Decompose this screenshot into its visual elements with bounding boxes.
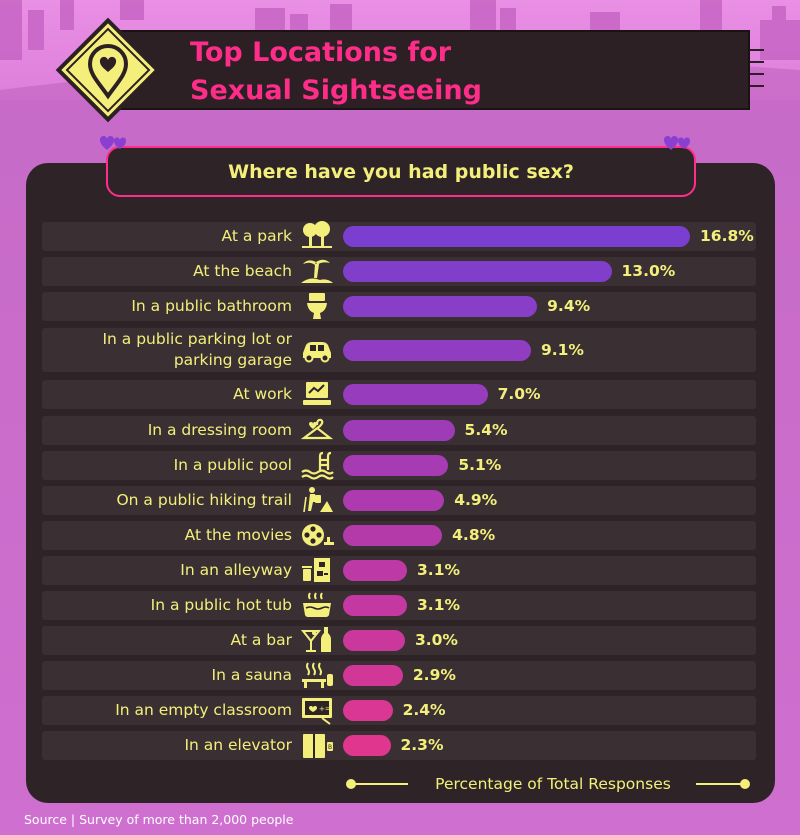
bar (343, 454, 449, 476)
sauna-icon (302, 662, 333, 688)
value-label: 3.1% (417, 595, 461, 614)
axis-line-right (696, 783, 742, 785)
trash-can-alley-icon (302, 558, 330, 582)
category-label-line: At a park (221, 226, 292, 245)
title-line-2: Sexual Sightseeing (190, 75, 482, 106)
axis-line-left-dot (346, 779, 356, 789)
svg-text:B: B (328, 744, 332, 751)
source-divider: | (70, 812, 76, 827)
hearts-right-icon (664, 136, 691, 150)
category-label-line: At a bar (230, 630, 292, 649)
category-label-line: parking garage (173, 351, 292, 369)
chart-row (42, 695, 756, 725)
category-label: In a sauna (212, 665, 292, 686)
bar (343, 629, 405, 651)
axis-title: Percentage of Total Responses (435, 775, 671, 793)
category-label-line: In a public parking lot or (102, 330, 292, 348)
category-label: At work (233, 384, 292, 405)
toilet-icon (307, 293, 327, 319)
chart-title-text: Where have you had public sex? (228, 160, 574, 183)
category-label: In a dressing room (148, 420, 292, 441)
bar (343, 559, 408, 581)
category-label: In an empty classroom (115, 700, 292, 721)
category-label: In a public hot tub (151, 595, 292, 616)
category-label-line: At work (233, 384, 292, 403)
bar (343, 260, 612, 282)
computer-icon (303, 382, 331, 405)
location-pin-sign-icon (55, 17, 161, 123)
bar (343, 734, 391, 756)
value-label: 13.0% (621, 261, 676, 280)
bar (343, 664, 403, 686)
category-label-line: In a public bathroom (131, 296, 292, 315)
source-text: Survey of more than 2,000 people (79, 812, 294, 827)
category-label-line: In an alleyway (180, 560, 292, 579)
bar (343, 225, 690, 247)
title-box (96, 30, 750, 110)
value-label: 3.0% (414, 630, 458, 649)
bar (343, 489, 445, 511)
category-label: In a public pool (174, 455, 292, 476)
chart-title: Where have you had public sex? (106, 146, 696, 197)
chalkboard-icon: += (302, 698, 332, 725)
category-label: At a bar (231, 630, 292, 651)
value-label: 9.1% (540, 340, 584, 359)
elevator-icon: B (303, 734, 333, 758)
car-icon (303, 342, 331, 363)
category-label: At the beach (193, 261, 292, 282)
source-note: Source | Survey of more than 2,000 peopl… (24, 812, 293, 828)
value-label: 4.8% (452, 525, 496, 544)
hearts-left-icon (100, 136, 127, 150)
film-reel-icon (302, 524, 334, 546)
palm-tree-beach-icon (301, 259, 333, 283)
category-label: At the movies (185, 525, 292, 546)
category-label: On a public hiking trail (116, 490, 292, 511)
category-label: In an alleyway (180, 560, 292, 581)
hot-tub-icon (303, 592, 331, 617)
title-line-1: Top Locations for (190, 37, 452, 68)
svg-text:+=: += (319, 705, 331, 713)
category-label-line: In an elevator (184, 735, 292, 754)
bar (343, 524, 443, 546)
value-label: 5.4% (464, 420, 508, 439)
value-label: 3.1% (417, 560, 461, 579)
bar (343, 295, 538, 317)
value-label: 9.4% (547, 296, 591, 315)
value-label: 5.1% (458, 455, 502, 474)
category-label-line: In a dressing room (147, 420, 292, 439)
category-label-line: In a public hot tub (150, 595, 292, 614)
value-label: 2.3% (400, 735, 444, 754)
bar (343, 699, 393, 721)
category-label-line: In a sauna (211, 665, 292, 684)
category-label-line: At the beach (193, 261, 292, 280)
category-label-line: In an empty classroom (115, 700, 292, 719)
value-label: 4.9% (454, 490, 498, 509)
axis-line-right-dot (740, 779, 750, 789)
bar (343, 419, 455, 441)
category-label-line: On a public hiking trail (116, 490, 292, 509)
category-label: In an elevator (184, 735, 292, 756)
hanger-icon (300, 418, 334, 440)
value-label: 2.4% (402, 700, 446, 719)
value-label: 16.8% (700, 226, 754, 245)
pool-ladder-icon (301, 451, 334, 480)
category-label: In a public parking lot or parking garage (102, 329, 292, 371)
hiker-icon (303, 487, 333, 513)
title-decoration-lines (750, 49, 764, 87)
category-label: In a public bathroom (131, 296, 292, 317)
bar (343, 339, 531, 361)
value-label: 2.9% (412, 665, 456, 684)
page-title: Top Locations for Sexual Sightseeing (190, 34, 730, 110)
value-label: 7.0% (497, 384, 541, 403)
bar (343, 383, 488, 405)
axis-line-left (352, 783, 408, 785)
source-label: Source (24, 812, 67, 827)
category-label: At a park (222, 226, 292, 247)
category-label-line: In a public pool (173, 455, 292, 474)
trees-icon (302, 221, 332, 248)
category-label-line: At the movies (184, 525, 292, 544)
cocktail-bottle-icon (300, 627, 331, 652)
chart-row (42, 730, 756, 760)
bar (343, 594, 408, 616)
